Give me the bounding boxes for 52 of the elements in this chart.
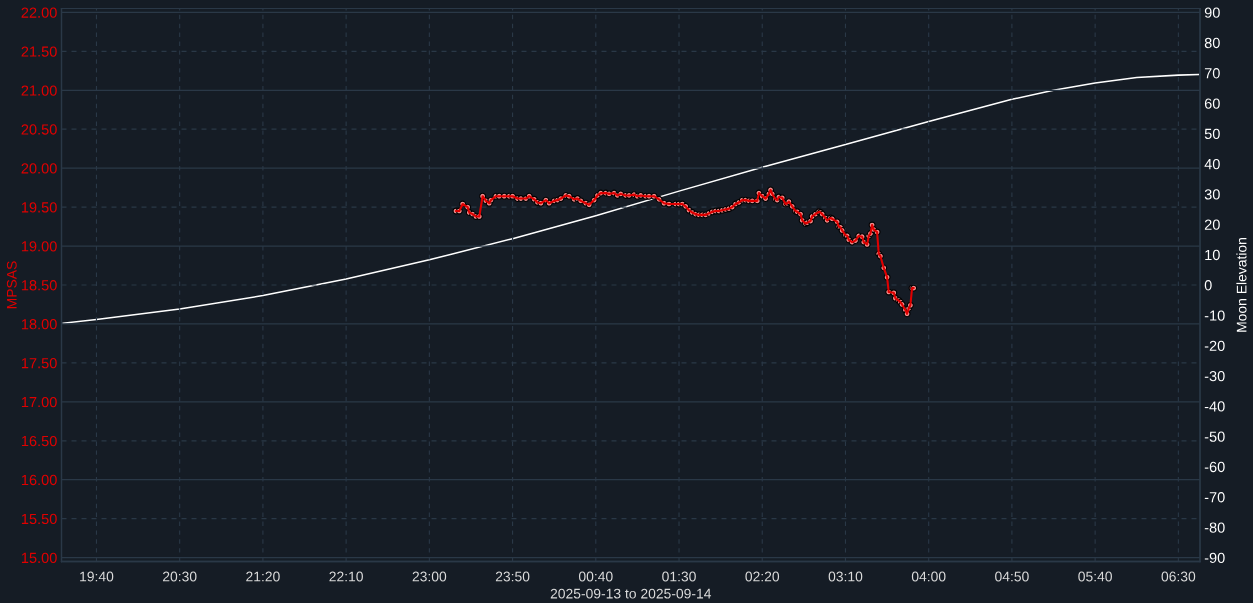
y2-tick-label: 60 <box>1204 98 1220 109</box>
x-tick-label: 20:30 <box>163 571 197 582</box>
y-tick-label: 18.50 <box>21 280 57 291</box>
y-tick-label: 18.00 <box>21 319 57 330</box>
y2-tick-label: 70 <box>1204 68 1220 79</box>
y2-tick-label: 0 <box>1204 280 1212 291</box>
y2-tick-label: -60 <box>1204 461 1225 473</box>
y-tick-label: 19.00 <box>21 241 57 252</box>
x-tick-label: 03:10 <box>828 571 863 582</box>
y2-tick-label: -50 <box>1204 431 1225 442</box>
y-tick-label: 15.50 <box>21 513 57 525</box>
y-tick-label: 20.50 <box>21 124 57 135</box>
x-tick-label: 23:50 <box>495 571 530 582</box>
x-tick-label: 04:00 <box>911 571 946 582</box>
x-tick-label: 19:40 <box>80 571 114 582</box>
y2-tick-label: -40 <box>1204 401 1225 412</box>
x-tick-label: 05:40 <box>1078 571 1112 582</box>
y-tick-label: 17.50 <box>21 357 57 369</box>
line-series <box>62 73 1200 324</box>
y2-tick-label: 40 <box>1204 158 1220 170</box>
y-tick-label: 17.00 <box>21 396 57 408</box>
y2-tick-label: -20 <box>1204 340 1225 351</box>
y-tick-label: 16.00 <box>21 474 57 486</box>
y2-tick-label: 30 <box>1204 189 1220 200</box>
y2-tick-label: -70 <box>1204 492 1225 503</box>
x-tick-label: 23:00 <box>412 571 447 582</box>
y-tick-label: 16.50 <box>21 435 57 447</box>
y2-tick-label: -80 <box>1204 522 1225 533</box>
x-tick-label: 06:30 <box>1161 571 1196 582</box>
y-tick-label: 19.50 <box>21 202 57 213</box>
y-tick-label: 15.00 <box>21 552 57 564</box>
x-tick-label: 00:40 <box>578 571 613 582</box>
y2-tick-label: 20 <box>1204 219 1220 230</box>
x-tick-label: 02:20 <box>745 571 780 582</box>
y2-tick-label: -90 <box>1204 552 1225 563</box>
y2-tick-label: 90 <box>1204 7 1220 18</box>
y-axis-title: MPSAS <box>6 261 17 309</box>
x-tick-label: 21:20 <box>246 571 280 582</box>
y2-tick-label: -30 <box>1204 370 1225 382</box>
y2-tick-label: 80 <box>1204 37 1220 49</box>
y-tick-label: 22.00 <box>21 7 57 18</box>
y2-axis-title: Moon Elevation <box>1236 238 1247 332</box>
x-tick-label: 22:10 <box>329 571 363 582</box>
x-axis-title: 2025-09-13 to 2025-09-14 <box>550 588 712 599</box>
y-tick-label: 21.50 <box>21 46 57 57</box>
y-tick-label: 21.00 <box>21 85 57 96</box>
y2-tick-label: 10 <box>1205 249 1220 261</box>
x-tick-label: 01:30 <box>662 571 696 582</box>
y2-tick-label: 50 <box>1204 128 1220 139</box>
y2-tick-label: -10 <box>1204 310 1225 321</box>
y-tick-label: 20.00 <box>21 163 57 174</box>
x-tick-label: 04:50 <box>995 571 1029 582</box>
